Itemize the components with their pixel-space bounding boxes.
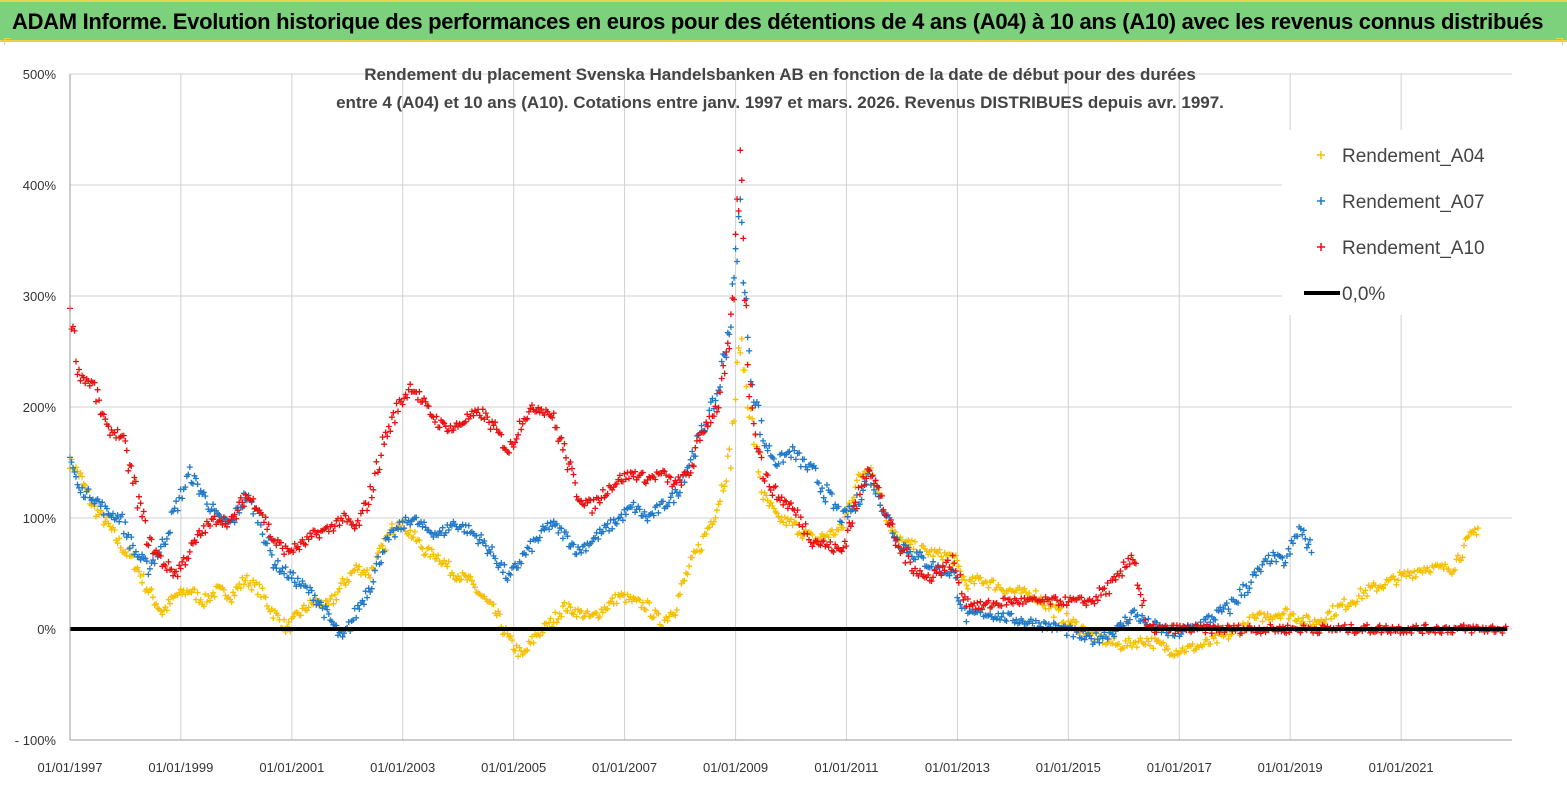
banner-title: ADAM Informe. Evolution historique des p… (12, 9, 1544, 34)
x-tick-label: 01/01/2009 (703, 760, 768, 775)
x-tick-label: 01/01/1997 (37, 760, 102, 775)
x-tick-label: 01/01/2017 (1147, 760, 1212, 775)
legend-swatch (1317, 197, 1325, 205)
legend-box (1282, 130, 1512, 315)
banner: ADAM Informe. Evolution historique des p… (0, 0, 1567, 42)
legend-label: 0,0% (1342, 284, 1385, 305)
legend-label: Rendement_A07 (1342, 192, 1485, 213)
y-tick-label: - 100% (15, 733, 57, 748)
x-tick-label: 01/01/2019 (1258, 760, 1323, 775)
x-tick-label: 01/01/2021 (1369, 760, 1434, 775)
scatter-chart: 01/01/1997 01/01/1999 01/01/2001 01/01/2003… (15, 65, 1512, 775)
legend-swatch (1317, 151, 1325, 159)
series-Rendement_A04 (67, 335, 1481, 660)
x-tick-label: 01/01/1999 (148, 760, 213, 775)
legend-swatch (1317, 243, 1325, 251)
corner-mark (4, 38, 11, 45)
x-tick-label: 01/01/2005 (481, 760, 546, 775)
legend: Rendement_A04 Rendement_A07 Rendement_A10 0… (1282, 130, 1512, 315)
y-axis: 500% 400% 300% 200% 100% 0% - 100% (15, 67, 71, 748)
y-tick-label: 0% (37, 622, 56, 637)
series-Rendement_A07 (67, 196, 1315, 648)
x-tick-label: 01/01/2001 (259, 760, 324, 775)
chart-title-line: Rendement du placement Svenska Handelsba… (364, 65, 1196, 84)
x-tick-label: 01/01/2015 (1036, 760, 1101, 775)
x-axis: 01/01/1997 01/01/1999 01/01/2001 01/01/2003… (37, 739, 1512, 775)
y-tick-label: 500% (23, 67, 57, 82)
x-tick-label: 01/01/2003 (370, 760, 435, 775)
legend-label: Rendement_A10 (1342, 238, 1485, 259)
x-tick-label: 01/01/2011 (814, 760, 878, 775)
legend-label: Rendement_A04 (1342, 146, 1485, 167)
series-markers (67, 335, 1481, 660)
chart-title-line: entre 4 (A04) et 10 ans (A10). Cotations… (336, 93, 1224, 112)
y-tick-label: 200% (23, 400, 57, 415)
series-markers (67, 196, 1315, 648)
y-tick-label: 300% (23, 289, 57, 304)
chart-title: Rendement du placement Svenska Handelsba… (336, 65, 1224, 112)
y-tick-label: 400% (23, 178, 57, 193)
y-tick-label: 100% (23, 511, 57, 526)
corner-mark (1556, 38, 1563, 45)
x-tick-label: 01/01/2007 (592, 760, 657, 775)
x-tick-label: 01/01/2013 (925, 760, 990, 775)
